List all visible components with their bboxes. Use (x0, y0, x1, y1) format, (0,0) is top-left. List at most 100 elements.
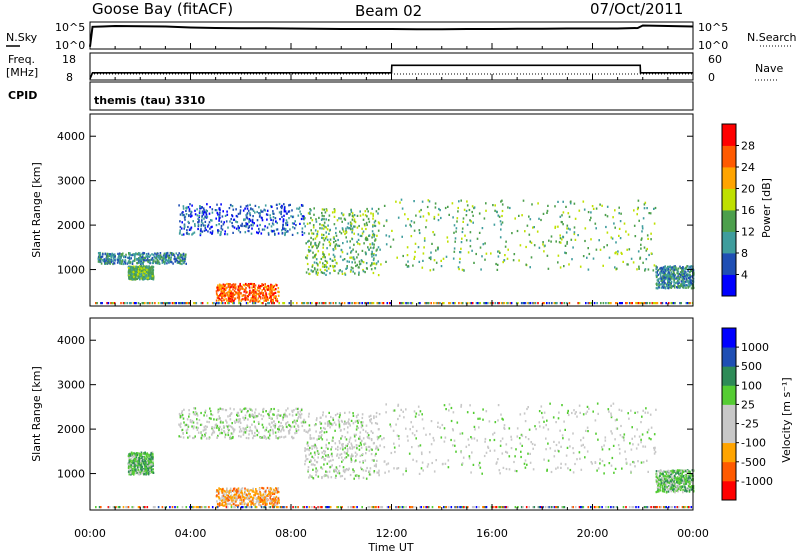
velocity-cell (245, 407, 248, 410)
power-cell (482, 243, 485, 246)
power-cell (142, 254, 144, 257)
power-cell (344, 232, 346, 236)
power-cell (567, 227, 570, 230)
power-cell (301, 204, 304, 207)
power-cell (264, 225, 266, 228)
power-cell (233, 300, 235, 303)
velocity-cell (603, 464, 606, 467)
power-cell (252, 290, 254, 293)
power-cell (218, 285, 221, 288)
power-cell (98, 256, 101, 259)
power-cell (142, 273, 144, 276)
power-cell (274, 295, 276, 298)
power-cell (368, 248, 370, 251)
velocity-cell (223, 489, 225, 492)
power-colorbar-tick-label: 4 (741, 269, 748, 282)
power-cell (652, 269, 655, 272)
velocity-cell (258, 412, 260, 415)
power-cell (677, 270, 679, 273)
power-cell (433, 217, 436, 220)
power-cell (642, 217, 645, 220)
power-cell (145, 270, 148, 273)
velocity-cell (646, 459, 648, 462)
power-cell (315, 253, 317, 256)
velocity-cell (647, 428, 650, 431)
power-cell (257, 292, 259, 295)
power-cell (234, 291, 237, 294)
velocity-cell (369, 414, 372, 417)
power-cell (151, 269, 154, 272)
velocity-cell (179, 425, 182, 428)
power-cell (404, 213, 406, 216)
velocity-cell (211, 433, 213, 436)
velocity-cell (288, 413, 291, 416)
velocity-cell (353, 446, 356, 449)
power-cell (568, 263, 570, 266)
velocity-cell (356, 419, 359, 422)
power-cell (262, 283, 264, 286)
velocity-cell (573, 409, 575, 412)
velocity-cell (253, 503, 255, 506)
velocity-cell (246, 496, 249, 499)
velocity-cell (541, 411, 543, 415)
power-cell (661, 281, 664, 284)
power-cell (671, 277, 673, 280)
velocity-cell (366, 432, 369, 435)
power-cell (351, 238, 354, 241)
power-cell (350, 208, 352, 211)
power-cell (187, 220, 190, 223)
velocity-cell (630, 448, 633, 451)
power-cell (97, 260, 100, 263)
power-cell (376, 302, 378, 305)
power-cell (282, 228, 284, 231)
power-colorbar-segment (722, 145, 736, 168)
power-cell (241, 224, 243, 228)
velocity-cell (647, 411, 649, 414)
velocity-cell (186, 431, 188, 434)
velocity-cell (552, 416, 555, 419)
power-cell (578, 209, 581, 212)
velocity-cell (502, 418, 504, 421)
power-cell (469, 219, 471, 222)
power-cell (495, 262, 497, 266)
power-cell (251, 227, 253, 230)
velocity-cell (293, 425, 296, 428)
velocity-cell (275, 436, 277, 439)
velocity-cell (654, 450, 657, 454)
velocity-cell (393, 442, 395, 445)
velocity-cell (200, 431, 202, 435)
power-cell (433, 302, 435, 305)
power-cell (689, 302, 691, 305)
velocity-cell (321, 467, 324, 470)
velocity-cell (291, 410, 294, 414)
velocity-cell (505, 467, 508, 471)
velocity-cell (227, 494, 229, 497)
power-cell (134, 270, 136, 273)
velocity-cell (627, 412, 629, 415)
power-cell (307, 212, 310, 215)
velocity-cell (450, 438, 452, 442)
velocity-cell (254, 411, 256, 414)
velocity-cell (228, 492, 230, 496)
velocity-cell (550, 470, 553, 474)
velocity-cell (514, 455, 516, 458)
velocity-cell (258, 488, 261, 491)
power-cell (478, 231, 481, 234)
power-cell (147, 276, 150, 279)
power-cell (425, 219, 428, 222)
velocity-cell (229, 487, 232, 490)
velocity-cell (204, 433, 206, 436)
power-cell (266, 288, 268, 291)
power-cell (248, 293, 250, 296)
velocity-cell (307, 415, 310, 418)
velocity-cell (360, 426, 363, 429)
velocity-cell (481, 472, 483, 475)
power-cell (372, 262, 375, 265)
velocity-cell (249, 429, 252, 432)
velocity-cell (194, 435, 196, 438)
velocity-cell (232, 499, 235, 502)
velocity-cell (421, 461, 424, 464)
velocity-cell (496, 461, 498, 464)
velocity-cell (343, 428, 346, 431)
velocity-cell (186, 428, 189, 431)
